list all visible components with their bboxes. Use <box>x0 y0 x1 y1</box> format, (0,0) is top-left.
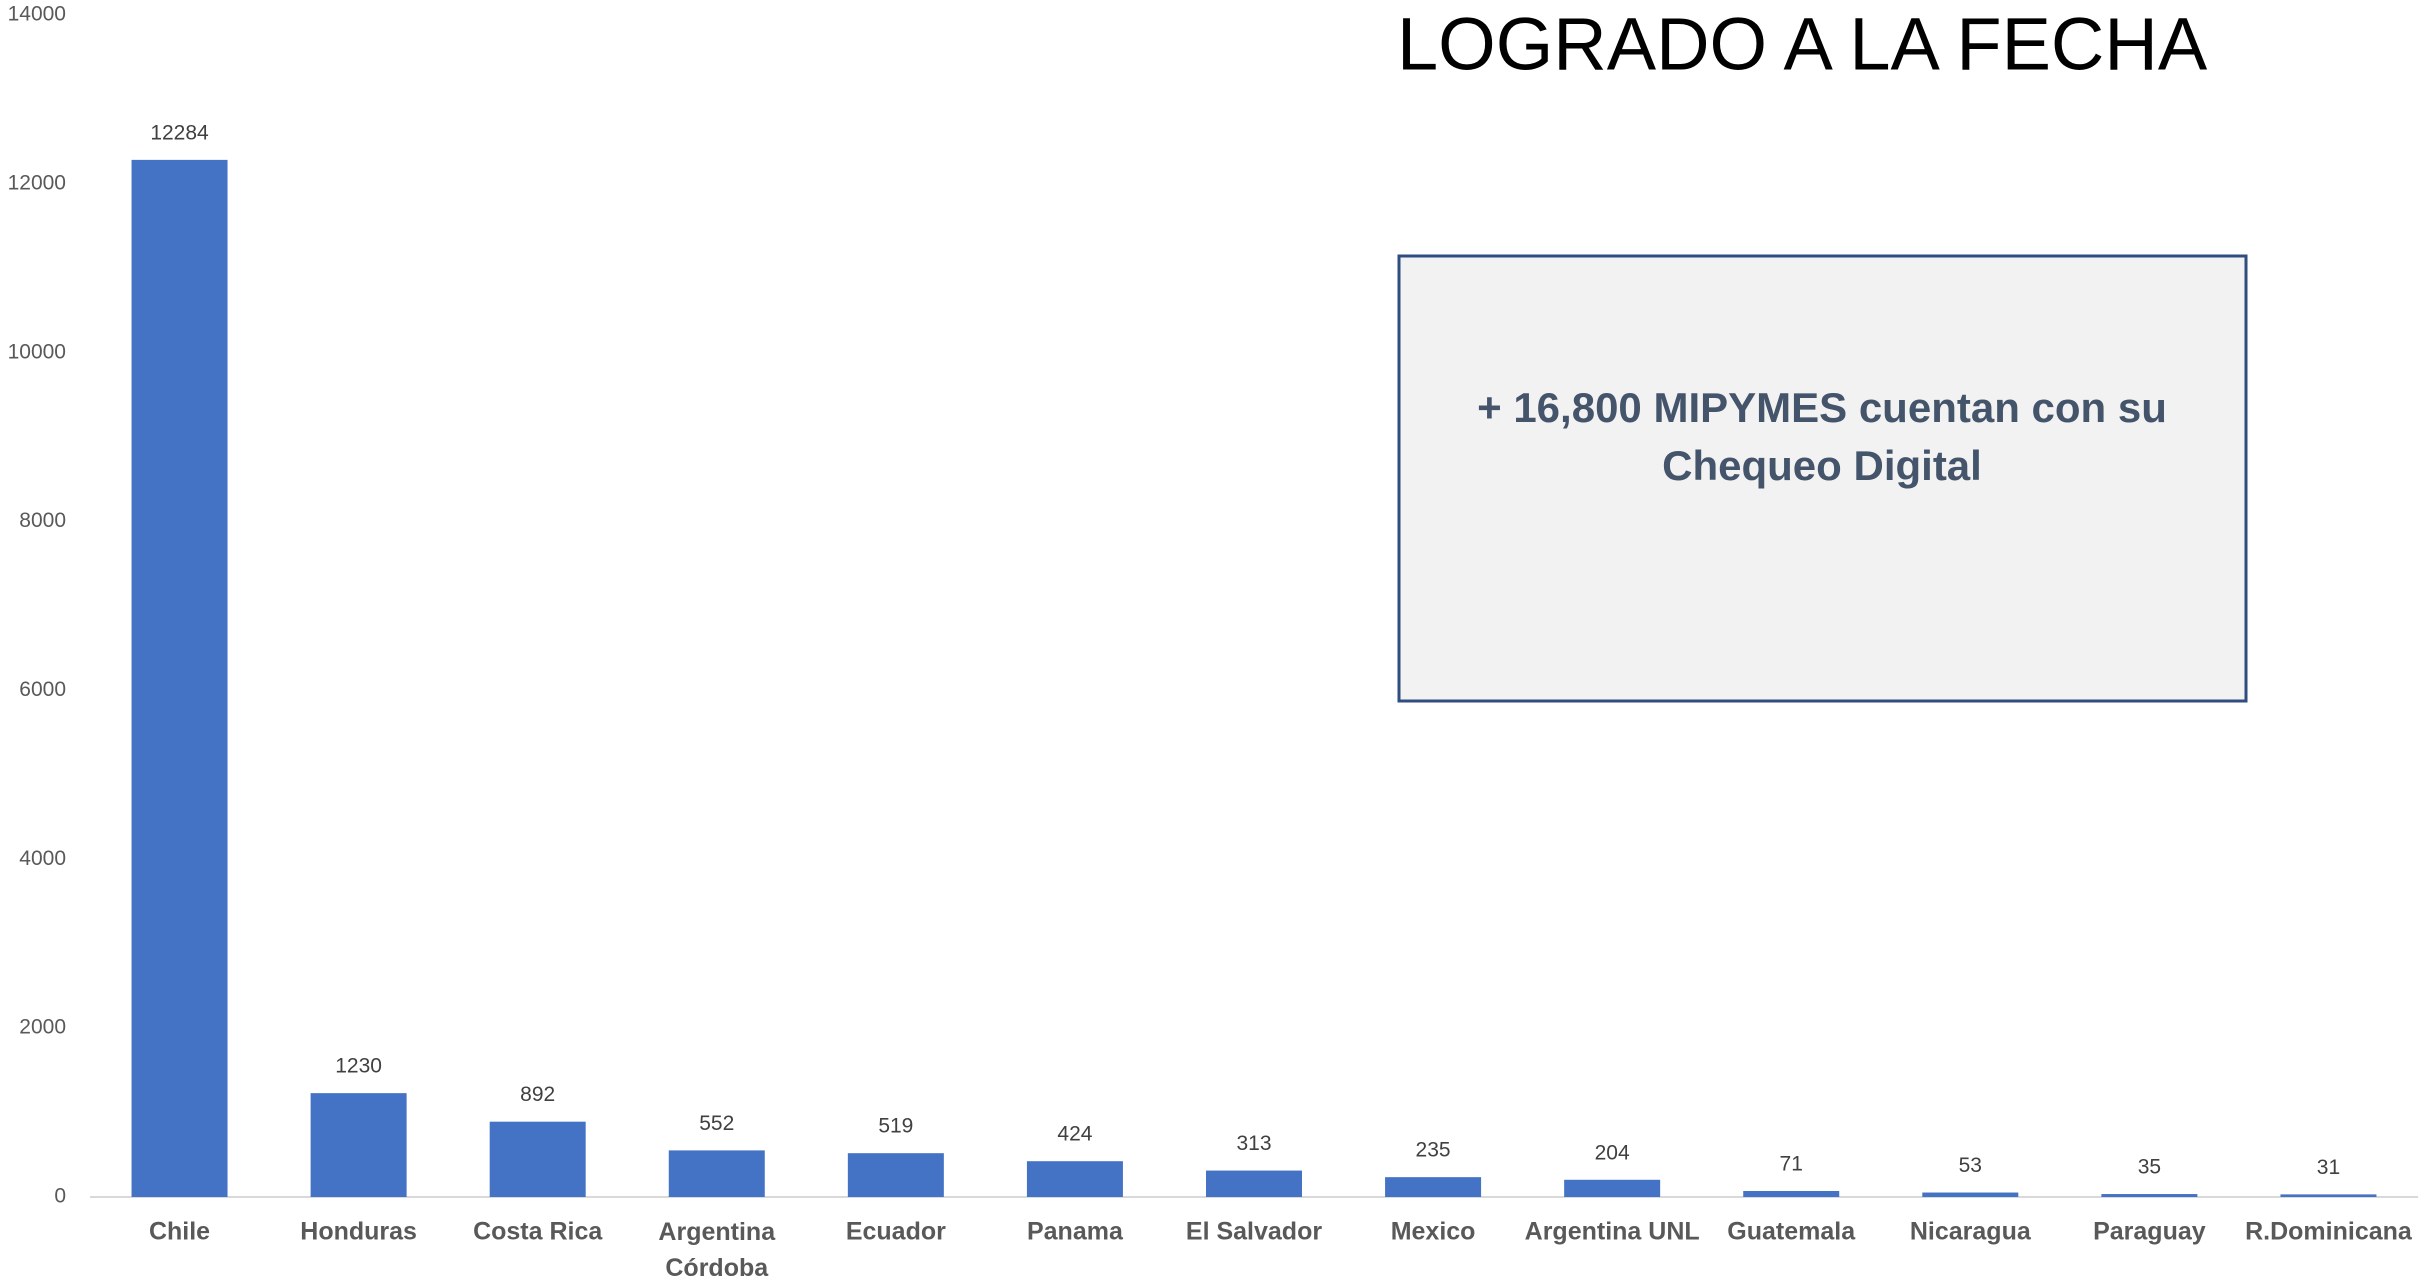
annotation: + 16,800 MIPYMES cuentan con su <box>1477 384 2167 431</box>
x-tick-label: R.Dominicana <box>2245 1218 2413 1246</box>
value-label: 424 <box>1057 1123 1092 1146</box>
x-tick-label: Panama <box>1027 1218 1124 1246</box>
value-label: 35 <box>2138 1156 2161 1179</box>
bar <box>1206 1170 1302 1197</box>
y-tick-label: 12000 <box>8 171 66 194</box>
bar <box>1922 1192 2019 1197</box>
x-tick-label: Mexico <box>1391 1218 1476 1246</box>
bar <box>489 1121 586 1197</box>
annotation: Chequeo Digital <box>1662 442 1982 489</box>
value-label: 71 <box>1780 1153 1803 1176</box>
bar <box>2101 1194 2198 1197</box>
value-label: 204 <box>1595 1141 1630 1164</box>
y-tick-label: 4000 <box>19 847 66 870</box>
chart-title: LOGRADO A LA FECHA <box>1397 3 2208 86</box>
value-label: 53 <box>1959 1154 1982 1177</box>
value-label: 12284 <box>150 121 209 144</box>
x-tick-label: Argentina Córdoba <box>658 1218 776 1281</box>
value-label: 552 <box>699 1112 734 1135</box>
bar <box>1026 1161 1123 1197</box>
y-tick-label: 6000 <box>19 678 66 701</box>
y-tick-label: 8000 <box>19 509 66 532</box>
bar <box>1564 1179 1661 1197</box>
x-tick-label: Argentina UNL <box>1525 1218 1700 1246</box>
bar <box>1743 1191 1840 1197</box>
bar <box>1385 1177 1482 1197</box>
bar <box>847 1153 944 1197</box>
value-label: 892 <box>520 1083 555 1106</box>
x-tick-label: Chile <box>149 1218 210 1246</box>
value-label: 313 <box>1236 1132 1271 1155</box>
value-label: 31 <box>2317 1156 2340 1179</box>
value-label: 235 <box>1416 1139 1451 1162</box>
x-tick-label: Ecuador <box>846 1218 946 1246</box>
value-label: 1230 <box>335 1055 382 1078</box>
bar <box>668 1150 765 1197</box>
y-tick-label: 10000 <box>8 340 66 363</box>
x-tick-label: Paraguay <box>2093 1218 2206 1246</box>
x-tick-label: El Salvador <box>1186 1218 1322 1246</box>
bar <box>310 1093 407 1197</box>
x-tick-label: Honduras <box>300 1218 417 1246</box>
bar <box>2280 1194 2377 1197</box>
bar <box>131 159 228 1198</box>
value-label: 519 <box>878 1115 913 1138</box>
y-tick-label: 14000 <box>8 3 66 26</box>
annotation-box <box>1397 254 2248 703</box>
x-tick-label: Costa Rica <box>473 1218 603 1246</box>
x-tick-label: Guatemala <box>1727 1218 1856 1246</box>
y-tick-label: 2000 <box>19 1016 66 1039</box>
y-tick-label: 0 <box>54 1185 66 1208</box>
x-tick-label: Nicaragua <box>1910 1218 2032 1246</box>
